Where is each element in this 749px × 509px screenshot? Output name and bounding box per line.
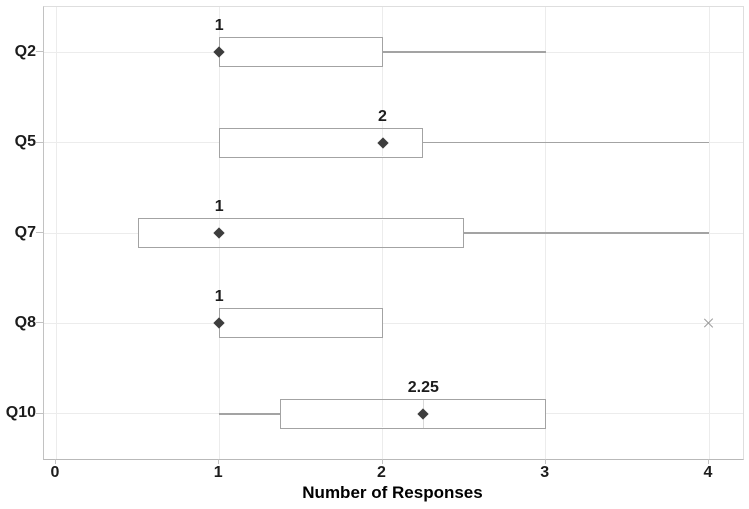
x-axis-title: Number of Responses xyxy=(302,483,483,502)
gridline-through-box xyxy=(382,400,383,428)
y-axis-tick-mark xyxy=(36,412,43,414)
x-axis-tick-label: 4 xyxy=(703,464,713,481)
x-axis-tick-mark xyxy=(544,459,546,464)
x-axis-tick-mark xyxy=(381,459,383,464)
y-axis-tick-label: Q8 xyxy=(14,313,36,331)
x-axis-tick-mark xyxy=(218,459,220,464)
y-axis-tick-label: Q7 xyxy=(14,223,36,241)
gridline-through-box xyxy=(382,219,383,247)
x-axis-tick-label: 1 xyxy=(213,464,223,481)
x-axis-tick-mark xyxy=(708,459,709,464)
box xyxy=(137,218,465,248)
box xyxy=(219,37,383,68)
vertical-gridline xyxy=(55,7,57,459)
y-axis-tick-label: Q2 xyxy=(14,42,36,60)
mean-data-label: 2 xyxy=(378,107,387,125)
mean-data-label: 1 xyxy=(214,288,224,306)
whisker-high xyxy=(464,232,709,234)
outlier-marker-x xyxy=(702,316,716,330)
x-axis-tick-label: 2 xyxy=(377,464,386,481)
mean-data-label: 1 xyxy=(214,198,224,215)
whisker-high xyxy=(423,141,709,144)
box xyxy=(219,127,424,158)
y-axis-tick-mark xyxy=(36,141,43,143)
box xyxy=(219,308,383,339)
x-axis-tick-label: 0 xyxy=(50,464,60,481)
y-axis-tick-label: Q10 xyxy=(5,404,36,422)
plot-area: 1 2 1 1 2.25 xyxy=(43,6,744,460)
row-gridline xyxy=(44,322,743,324)
vertical-gridline xyxy=(708,7,710,459)
mean-data-label: 2.25 xyxy=(407,378,439,396)
y-axis-tick-label: Q5 xyxy=(14,133,36,151)
y-axis-tick-mark xyxy=(36,232,43,233)
x-axis-tick-label: 3 xyxy=(540,464,550,481)
whisker-low xyxy=(219,413,281,415)
whisker-high xyxy=(382,51,546,53)
box xyxy=(280,398,546,429)
y-axis-tick-mark xyxy=(36,322,43,324)
y-axis-tick-mark xyxy=(36,51,43,53)
mean-data-label: 1 xyxy=(214,17,224,35)
x-axis-tick-mark xyxy=(55,459,56,464)
